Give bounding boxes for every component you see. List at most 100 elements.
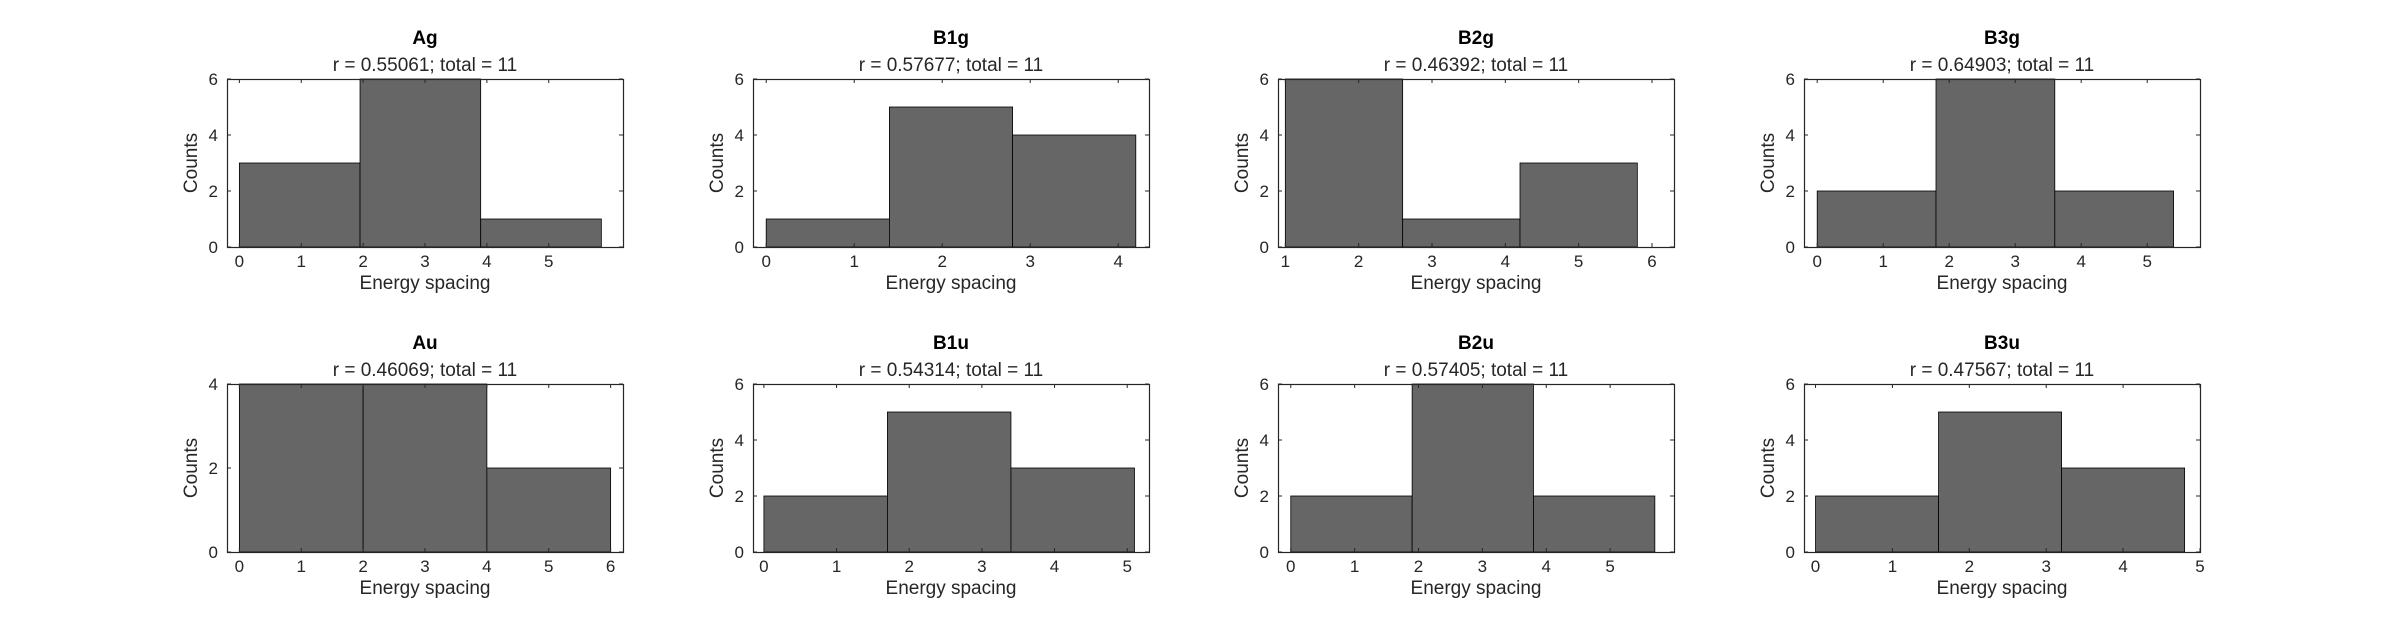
y-tick-label: 2 xyxy=(209,459,218,478)
x-tick-label: 3 xyxy=(2010,252,2019,271)
axes-box xyxy=(752,78,1151,249)
x-tick-label: 5 xyxy=(544,252,553,271)
y-tick-label: 0 xyxy=(735,238,744,257)
x-axis-label: Energy spacing xyxy=(360,273,491,294)
y-tick-label: 2 xyxy=(1260,182,1269,201)
histogram-bar xyxy=(486,467,612,553)
y-tick-label: 0 xyxy=(1260,543,1269,562)
x-axis-label: Energy spacing xyxy=(360,578,491,599)
subplot-subtitle: r = 0.55061; total = 11 xyxy=(333,55,518,76)
subplot-title: B3u xyxy=(1984,333,2020,354)
subplot-subtitle: r = 0.46392; total = 11 xyxy=(1384,55,1569,76)
y-tick-label: 6 xyxy=(1260,70,1269,89)
x-tick-label: 1 xyxy=(1281,252,1290,271)
y-tick-label: 6 xyxy=(1260,375,1269,394)
histogram-bar xyxy=(887,411,1012,553)
x-tick-label: 2 xyxy=(937,252,946,271)
subplot-subtitle: r = 0.46069; total = 11 xyxy=(333,360,518,381)
x-tick-label: 1 xyxy=(832,557,841,576)
x-tick-label: 2 xyxy=(358,557,367,576)
x-axis-label: Energy spacing xyxy=(1411,273,1542,294)
x-tick-label: 2 xyxy=(1414,557,1423,576)
axes-box xyxy=(1277,383,1676,554)
y-tick-label: 6 xyxy=(735,375,744,394)
subplot-title: B1g xyxy=(933,28,969,49)
histogram-bar xyxy=(1012,134,1137,248)
x-tick-label: 0 xyxy=(235,557,244,576)
y-tick-label: 0 xyxy=(735,543,744,562)
x-tick-label: 0 xyxy=(1812,252,1821,271)
histogram-bar xyxy=(2061,467,2186,553)
subplot-b3u: 0 1 2 3 4 5 0 2 4 6 Energy spacing Counts B3u r = 0.4… xyxy=(1758,333,2205,599)
histogram-bar xyxy=(1402,218,1521,248)
x-tick-label: 3 xyxy=(2041,557,2050,576)
axes-box xyxy=(752,383,1151,554)
y-tick-label: 4 xyxy=(209,375,218,394)
subplot-au: 0 1 2 3 4 5 6 0 2 4 Energy spacing Counts Au r = 0.46… xyxy=(181,333,625,599)
y-tick-label: 0 xyxy=(209,543,218,562)
histogram-bar xyxy=(359,78,482,248)
histogram-bar xyxy=(1290,495,1413,553)
y-tick-label: 2 xyxy=(1260,487,1269,506)
axes-box xyxy=(1803,78,2202,249)
x-tick-label: 0 xyxy=(1286,557,1295,576)
histogram-bar xyxy=(238,383,364,553)
histogram-bar xyxy=(480,218,602,248)
axes-box xyxy=(1803,383,2202,554)
axes-box xyxy=(1277,78,1676,249)
histogram-bar xyxy=(1411,383,1534,553)
x-tick-label: 2 xyxy=(1354,252,1363,271)
y-tick-label: 4 xyxy=(735,126,744,145)
x-tick-label: 5 xyxy=(2142,252,2151,271)
y-axis-label: Counts xyxy=(1758,133,1779,193)
y-tick-label: 4 xyxy=(1260,126,1269,145)
x-tick-label: 5 xyxy=(2195,557,2204,576)
y-tick-label: 4 xyxy=(1260,431,1269,450)
y-axis-label: Counts xyxy=(707,438,728,498)
x-tick-label: 4 xyxy=(482,252,491,271)
subplot-b2u: 0 1 2 3 4 5 0 2 4 6 Energy spacing Counts B2u r = 0.5… xyxy=(1232,333,1676,599)
histogram-bar xyxy=(1815,495,1939,553)
x-tick-label: 1 xyxy=(297,252,306,271)
x-tick-label: 3 xyxy=(977,557,986,576)
x-tick-label: 5 xyxy=(1605,557,1614,576)
histogram-bar xyxy=(1519,162,1638,248)
subplot-title: Au xyxy=(412,333,437,354)
x-tick-label: 1 xyxy=(1350,557,1359,576)
subplot-ag: 0 1 2 3 4 5 0 2 4 6 Energy spacing Counts Ag r = 0.55… xyxy=(181,28,625,294)
histogram-bar xyxy=(765,218,890,248)
x-tick-label: 4 xyxy=(1542,557,1551,576)
y-axis-label: Counts xyxy=(181,133,202,193)
x-tick-label: 2 xyxy=(904,557,913,576)
y-axis-label: Counts xyxy=(1758,438,1779,498)
y-tick-label: 4 xyxy=(1786,126,1795,145)
x-tick-label: 4 xyxy=(2118,557,2127,576)
y-tick-label: 6 xyxy=(1786,70,1795,89)
y-tick-label: 4 xyxy=(209,126,218,145)
x-tick-label: 3 xyxy=(1025,252,1034,271)
x-tick-label: 3 xyxy=(420,252,429,271)
y-axis-label: Counts xyxy=(1232,438,1253,498)
y-axis-label: Counts xyxy=(707,133,728,193)
y-tick-label: 2 xyxy=(735,487,744,506)
subplot-subtitle: r = 0.47567; total = 11 xyxy=(1910,360,2095,381)
subplot-title: B3g xyxy=(1984,28,2020,49)
histogram-bar xyxy=(238,162,361,248)
x-tick-label: 4 xyxy=(1113,252,1122,271)
y-tick-label: 0 xyxy=(209,238,218,257)
y-tick-label: 6 xyxy=(735,70,744,89)
x-tick-label: 3 xyxy=(1427,252,1436,271)
x-tick-label: 1 xyxy=(297,557,306,576)
y-tick-label: 6 xyxy=(1786,375,1795,394)
x-axis-label: Energy spacing xyxy=(1411,578,1542,599)
x-tick-label: 1 xyxy=(1878,252,1887,271)
y-tick-label: 2 xyxy=(1786,487,1795,506)
y-tick-label: 0 xyxy=(1260,238,1269,257)
y-tick-label: 6 xyxy=(209,70,218,89)
y-axis-label: Counts xyxy=(181,438,202,498)
x-axis-label: Energy spacing xyxy=(886,578,1017,599)
x-tick-label: 3 xyxy=(420,557,429,576)
x-tick-label: 5 xyxy=(544,557,553,576)
